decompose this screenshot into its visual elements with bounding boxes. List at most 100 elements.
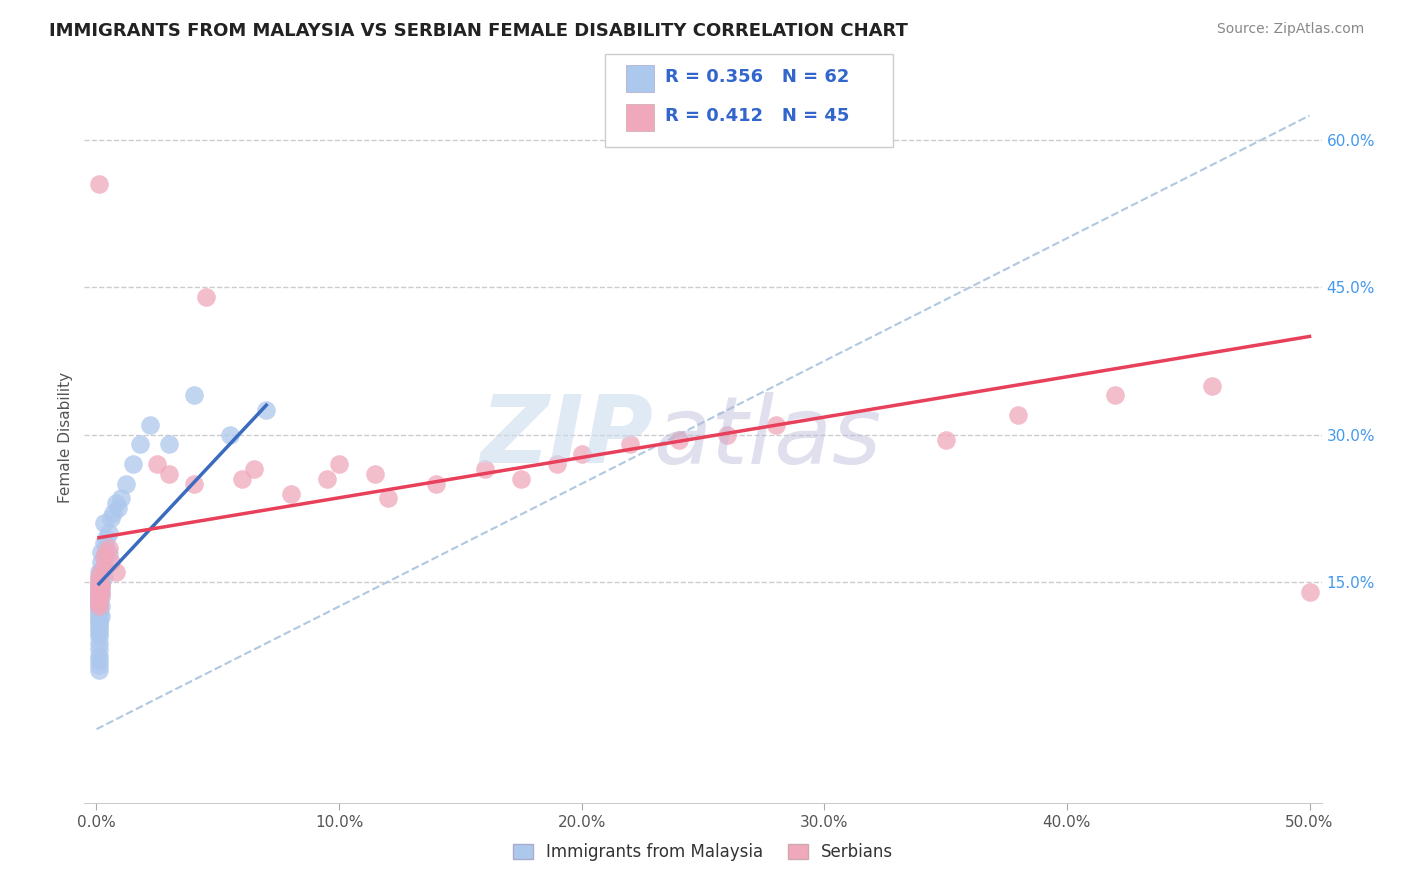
- Text: R = 0.412   N = 45: R = 0.412 N = 45: [665, 107, 849, 125]
- Point: [1104, 388, 1126, 402]
- Point: [1298, 584, 1320, 599]
- Point: [107, 501, 129, 516]
- Point: [935, 433, 957, 447]
- Point: [146, 457, 169, 471]
- Point: [87, 616, 110, 631]
- Point: [93, 570, 115, 584]
- Point: [110, 491, 132, 506]
- Point: [87, 570, 110, 584]
- Point: [377, 491, 399, 506]
- Text: IMMIGRANTS FROM MALAYSIA VS SERBIAN FEMALE DISABILITY CORRELATION CHART: IMMIGRANTS FROM MALAYSIA VS SERBIAN FEMA…: [49, 22, 908, 40]
- Point: [90, 609, 112, 624]
- Point: [87, 574, 110, 589]
- Point: [90, 555, 112, 569]
- Point: [87, 607, 110, 621]
- Point: [87, 658, 110, 673]
- Text: ZIP: ZIP: [481, 391, 654, 483]
- Point: [87, 602, 110, 616]
- Point: [87, 629, 110, 643]
- Point: [668, 433, 690, 447]
- Point: [90, 580, 112, 594]
- Point: [87, 599, 110, 614]
- Point: [87, 619, 110, 633]
- Point: [97, 525, 120, 540]
- Point: [474, 462, 496, 476]
- Point: [87, 609, 110, 624]
- Point: [90, 587, 112, 601]
- Point: [93, 550, 115, 565]
- Point: [619, 437, 641, 451]
- Point: [93, 535, 115, 549]
- Point: [87, 592, 110, 607]
- Point: [157, 467, 180, 481]
- Point: [87, 582, 110, 597]
- Point: [90, 570, 112, 584]
- Point: [546, 457, 568, 471]
- Point: [90, 545, 112, 559]
- Point: [280, 486, 302, 500]
- Point: [93, 516, 115, 530]
- Point: [157, 437, 180, 451]
- Point: [571, 447, 593, 461]
- Point: [1007, 408, 1029, 422]
- Point: [510, 472, 533, 486]
- Text: Source: ZipAtlas.com: Source: ZipAtlas.com: [1216, 22, 1364, 37]
- Point: [194, 290, 217, 304]
- Point: [364, 467, 387, 481]
- Point: [87, 663, 110, 677]
- Point: [87, 570, 110, 584]
- Point: [716, 427, 738, 442]
- Point: [87, 584, 110, 599]
- Point: [243, 462, 266, 476]
- Y-axis label: Female Disability: Female Disability: [58, 371, 73, 503]
- Point: [87, 597, 110, 611]
- Point: [90, 590, 112, 604]
- Point: [87, 614, 110, 628]
- Text: atlas: atlas: [654, 392, 882, 483]
- Point: [87, 565, 110, 579]
- Point: [425, 476, 447, 491]
- Legend: Immigrants from Malaysia, Serbians: Immigrants from Malaysia, Serbians: [506, 837, 900, 868]
- Point: [114, 476, 136, 491]
- Point: [129, 437, 152, 451]
- Point: [103, 506, 125, 520]
- Point: [90, 599, 112, 614]
- Text: R = 0.356   N = 62: R = 0.356 N = 62: [665, 68, 849, 86]
- Point: [90, 584, 112, 599]
- Point: [87, 580, 110, 594]
- Point: [1201, 378, 1223, 392]
- Point: [87, 622, 110, 636]
- Point: [96, 531, 118, 545]
- Point: [90, 577, 112, 591]
- Point: [96, 541, 118, 555]
- Point: [104, 496, 127, 510]
- Point: [87, 612, 110, 626]
- Point: [97, 541, 120, 555]
- Point: [254, 403, 277, 417]
- Point: [93, 550, 115, 565]
- Point: [90, 563, 112, 577]
- Point: [183, 388, 205, 402]
- Point: [90, 565, 112, 579]
- Point: [231, 472, 253, 486]
- Point: [183, 476, 205, 491]
- Point: [87, 577, 110, 591]
- Point: [87, 648, 110, 663]
- Point: [87, 597, 110, 611]
- Point: [87, 587, 110, 601]
- Point: [87, 636, 110, 650]
- Point: [90, 580, 112, 594]
- Point: [97, 548, 120, 562]
- Point: [96, 545, 118, 559]
- Point: [139, 417, 162, 432]
- Point: [90, 577, 112, 591]
- Point: [87, 604, 110, 618]
- Point: [87, 590, 110, 604]
- Point: [765, 417, 787, 432]
- Point: [87, 626, 110, 640]
- Point: [328, 457, 350, 471]
- Point: [100, 555, 122, 569]
- Point: [87, 592, 110, 607]
- Point: [87, 590, 110, 604]
- Point: [87, 653, 110, 667]
